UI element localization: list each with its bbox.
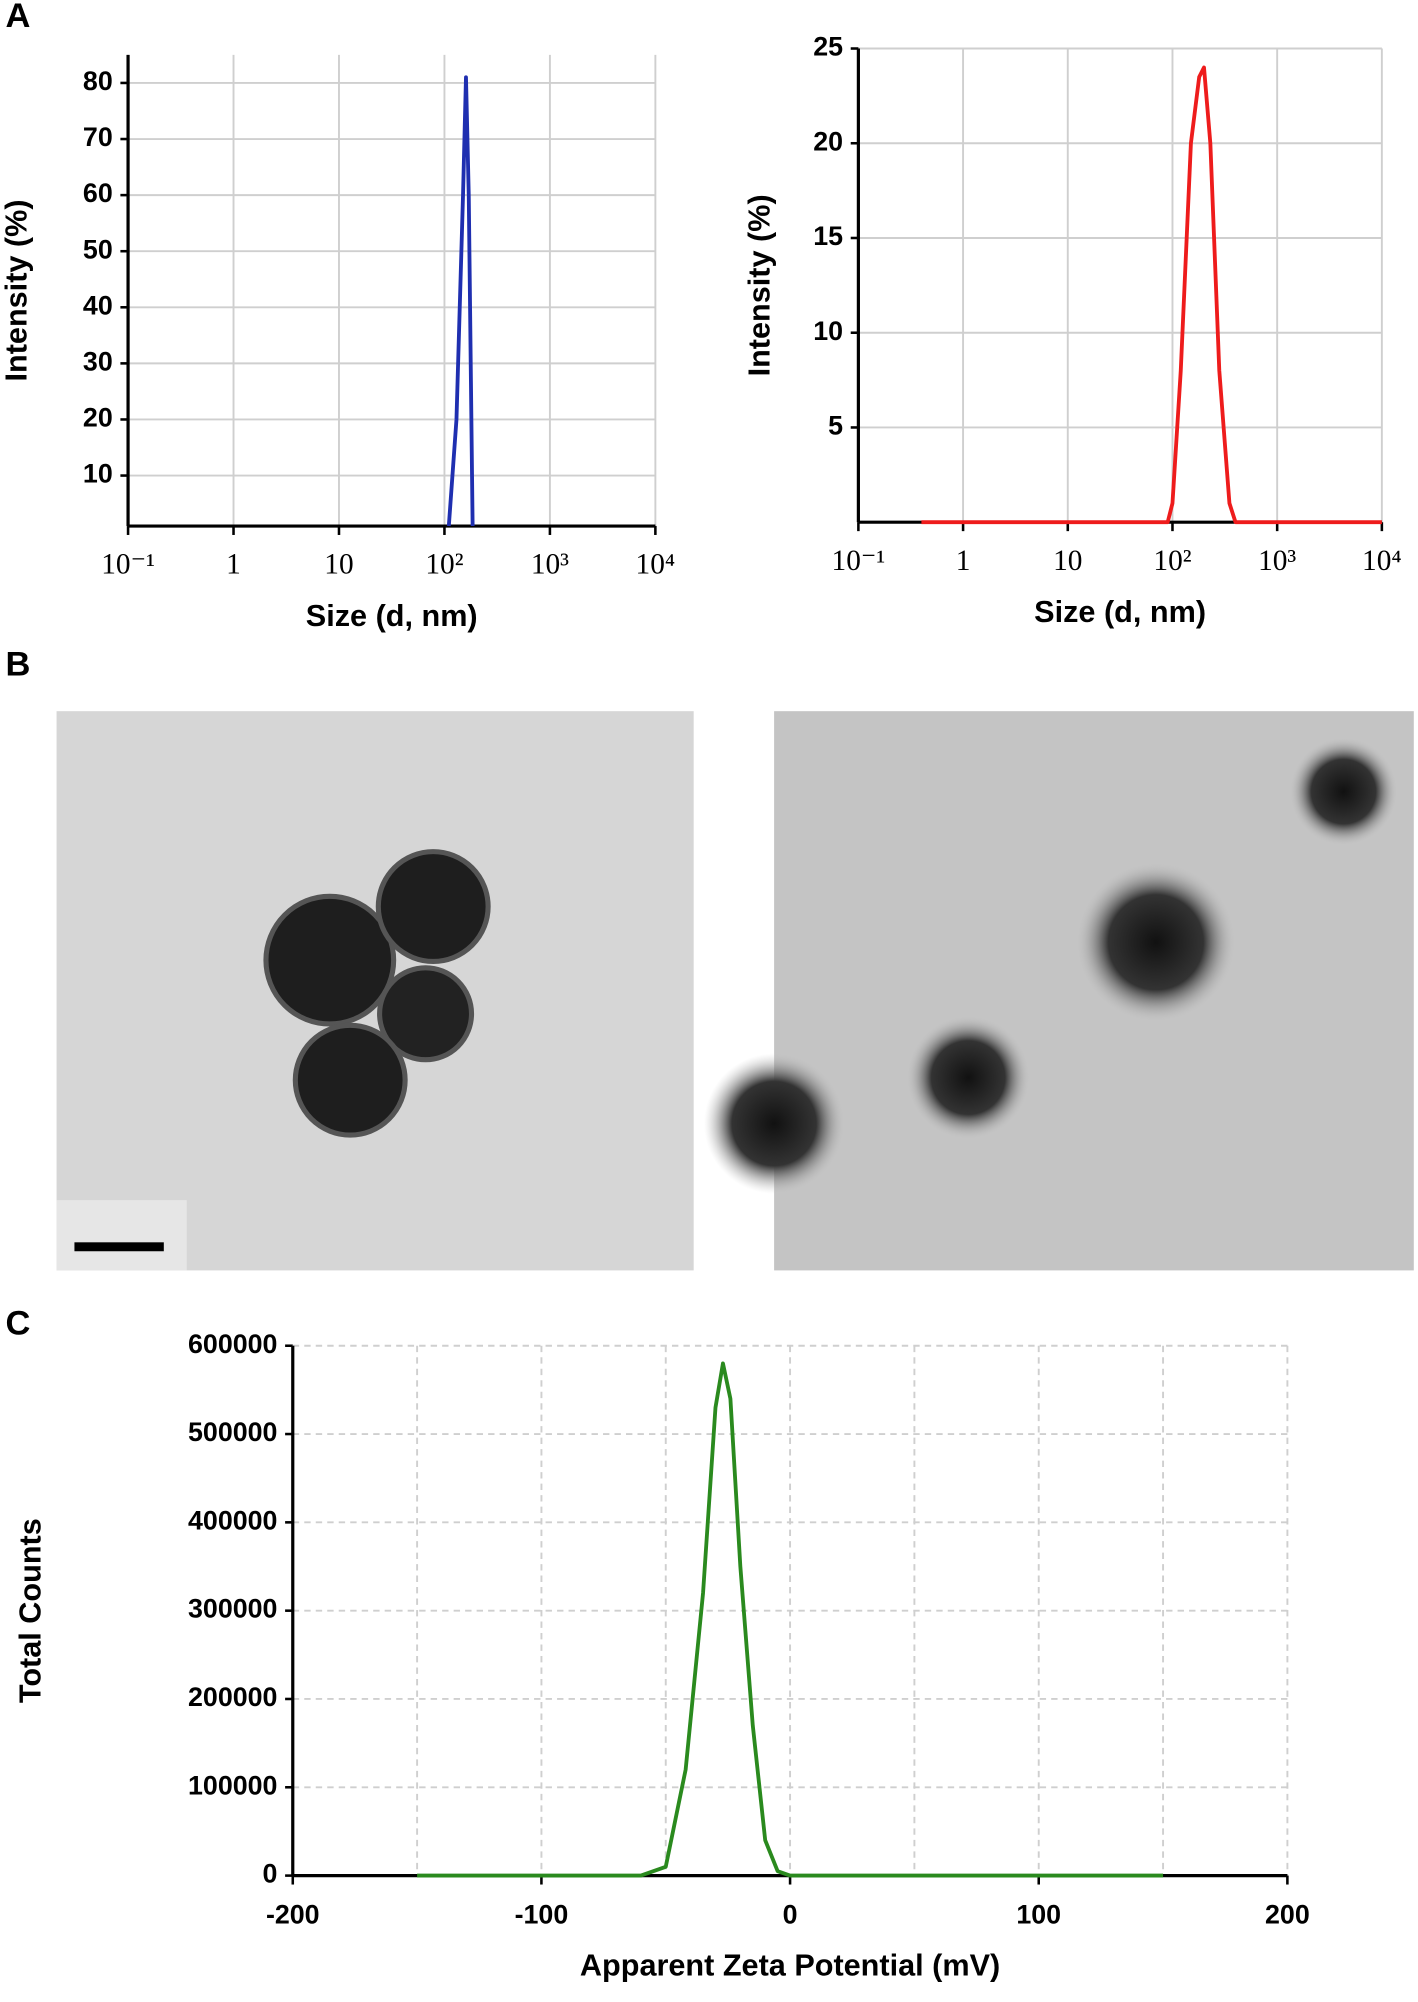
y-tick-label: 400000: [188, 1505, 277, 1535]
x-tick-label: 10: [324, 549, 353, 581]
x-tick-label: 100: [1016, 1900, 1061, 1930]
x-axis-title: Size (d, nm): [1034, 595, 1206, 629]
x-tick-label: -200: [266, 1900, 320, 1930]
y-tick-label: 25: [813, 32, 843, 62]
y-axis-title: Total Counts: [13, 1518, 47, 1703]
tem-image-right: [703, 711, 1414, 1271]
x-tick-label: 0: [783, 1900, 798, 1930]
x-tick-label: 10⁻¹: [101, 549, 155, 581]
x-axis-title: Size (d, nm): [306, 599, 478, 633]
y-tick-label: 50: [83, 234, 113, 264]
data-line: [921, 65, 1382, 525]
x-axis-title: Apparent Zeta Potential (mV): [580, 1949, 1000, 1983]
x-tick-label: 1: [956, 545, 971, 577]
y-tick-label: 15: [813, 221, 843, 251]
y-tick-label: 60: [83, 178, 113, 208]
x-tick-label: 10²: [1153, 545, 1191, 577]
y-tick-label: 500000: [188, 1417, 277, 1447]
y-tick-label: 0: [263, 1859, 278, 1889]
panel-label: C: [5, 1304, 30, 1342]
panel-label: A: [5, 0, 30, 35]
y-tick-label: 5: [828, 411, 843, 441]
y-tick-label: 20: [83, 403, 113, 433]
x-tick-label: 10³: [531, 549, 569, 581]
y-tick-label: 80: [83, 66, 113, 96]
y-tick-label: 10: [83, 459, 113, 489]
y-tick-label: 100000: [188, 1770, 277, 1800]
data-line: [446, 75, 475, 527]
y-tick-label: 40: [83, 290, 113, 320]
y-axis-title: Intensity (%): [742, 194, 776, 376]
x-tick-label: 10⁴: [636, 549, 676, 581]
y-tick-label: 200000: [188, 1682, 277, 1712]
y-tick-label: 600000: [188, 1329, 277, 1359]
y-tick-label: 10: [813, 316, 843, 346]
x-tick-label: -100: [515, 1900, 569, 1930]
y-tick-label: 30: [83, 346, 113, 376]
panel-label: B: [5, 646, 30, 684]
x-tick-label: 10²: [425, 549, 463, 581]
y-axis-title: Intensity (%): [0, 199, 33, 381]
x-tick-label: 1: [226, 549, 241, 581]
y-tick-label: 300000: [188, 1594, 277, 1624]
x-tick-label: 10: [1053, 545, 1082, 577]
y-tick-label: 20: [813, 126, 843, 156]
x-tick-label: 10³: [1258, 545, 1296, 577]
x-tick-label: 200: [1265, 1900, 1310, 1930]
tem-image-left: [56, 711, 694, 1271]
x-tick-label: 10⁻¹: [832, 545, 886, 577]
data-line: [417, 1361, 1164, 1878]
y-tick-label: 70: [83, 122, 113, 152]
x-tick-label: 10⁴: [1362, 545, 1402, 577]
